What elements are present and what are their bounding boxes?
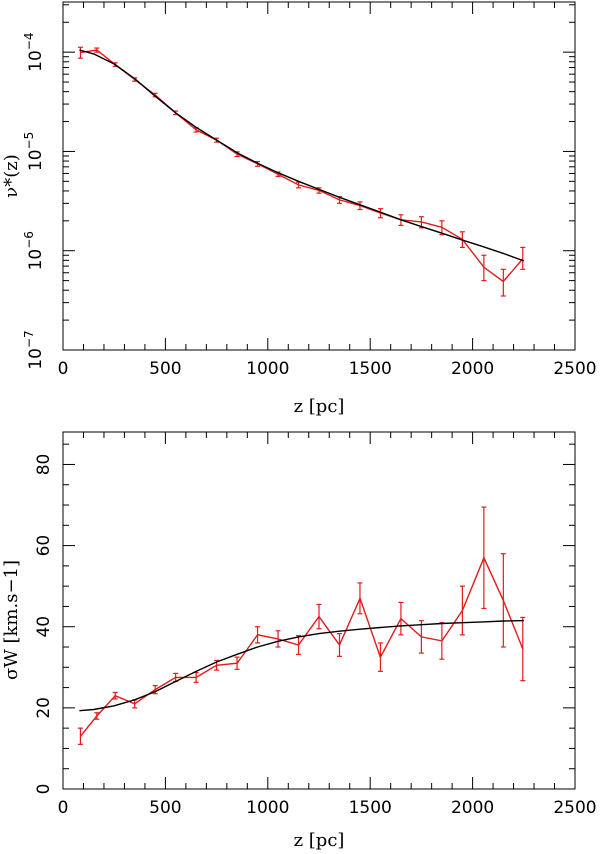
y-axis-label: σW [km.s−1]: [1, 560, 22, 680]
x-tick-label: 1500: [349, 359, 392, 379]
dispersion-panel: 0 500 1000 1500 2000 2500 0 20 40 60 80 z [pc] σW…: [1, 431, 597, 851]
y-tick-label: 10−5: [22, 132, 46, 171]
y-tick-label: 10−7: [22, 330, 46, 369]
data-point: [520, 616, 526, 682]
model-curve: [79, 619, 524, 712]
y-tick-label: 60: [34, 535, 54, 557]
plot-frame: [62, 431, 576, 790]
y-tick-label: 0: [34, 784, 54, 795]
y-tick-exponent: −4: [22, 32, 36, 50]
x-tick-label: 0: [58, 359, 69, 379]
x-tick-label: 2000: [451, 798, 494, 818]
y-tick-exponent: −7: [22, 330, 36, 348]
density-panel: 0 500 1000 1500 2000 2500 10−7 10−6 10−5 10−4 z …: [1, 1, 597, 417]
x-tick-labels: 0 500 1000 1500 2000 2500: [58, 359, 597, 379]
model-curve: [79, 49, 525, 262]
y-axis-label: ν*(z): [1, 154, 22, 197]
x-tick-label: 2500: [553, 359, 596, 379]
y-tick-labels: 10−7 10−6 10−5 10−4: [22, 32, 46, 369]
tick-marks: [62, 432, 576, 790]
plot-frame: [62, 1, 576, 351]
data-series-line: [80, 49, 524, 283]
y-tick-exponent: −5: [22, 132, 36, 150]
series-layer: [77, 46, 526, 297]
x-tick-label: 1500: [349, 798, 392, 818]
data-point: [77, 46, 83, 59]
tick-marks: [62, 2, 576, 351]
data-series-line: [79, 556, 524, 737]
x-tick-label: 500: [149, 798, 181, 818]
data-point: [500, 268, 506, 297]
data-point: [520, 246, 526, 270]
x-tick-label: 500: [149, 359, 181, 379]
y-tick-exponent: −6: [22, 231, 36, 249]
y-tick-label: 80: [34, 454, 54, 476]
x-tick-label: 2500: [553, 798, 596, 818]
x-tick-label: 1000: [246, 359, 289, 379]
y-tick-labels: 0 20 40 60 80: [34, 454, 54, 795]
x-tick-label: 2000: [451, 359, 494, 379]
x-tick-label: 0: [58, 798, 69, 818]
series-layer: [77, 506, 526, 745]
x-tick-labels: 0 500 1000 1500 2000 2500: [58, 798, 597, 818]
x-axis-label: z [pc]: [294, 830, 345, 851]
y-tick-label: 10−6: [22, 231, 46, 270]
y-tick-label: 40: [34, 616, 54, 638]
x-axis-label: z [pc]: [294, 396, 345, 417]
y-tick-label: 20: [34, 697, 54, 719]
x-tick-label: 1000: [246, 798, 289, 818]
y-tick-label: 10−4: [22, 32, 46, 71]
